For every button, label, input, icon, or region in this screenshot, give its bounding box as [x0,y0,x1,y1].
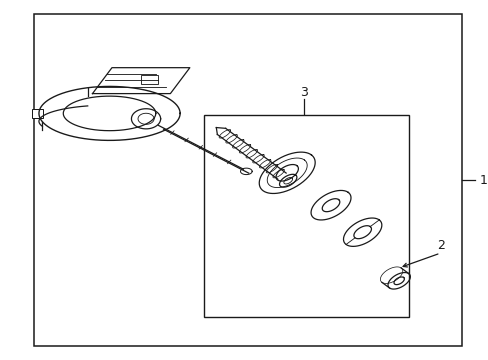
Text: 2: 2 [436,239,444,252]
Bar [141,75,158,84]
Bar [34,14,462,346]
Text: 3: 3 [300,86,307,99]
Bar [204,115,408,317]
Bar [32,109,43,118]
Text: 1: 1 [479,174,487,186]
